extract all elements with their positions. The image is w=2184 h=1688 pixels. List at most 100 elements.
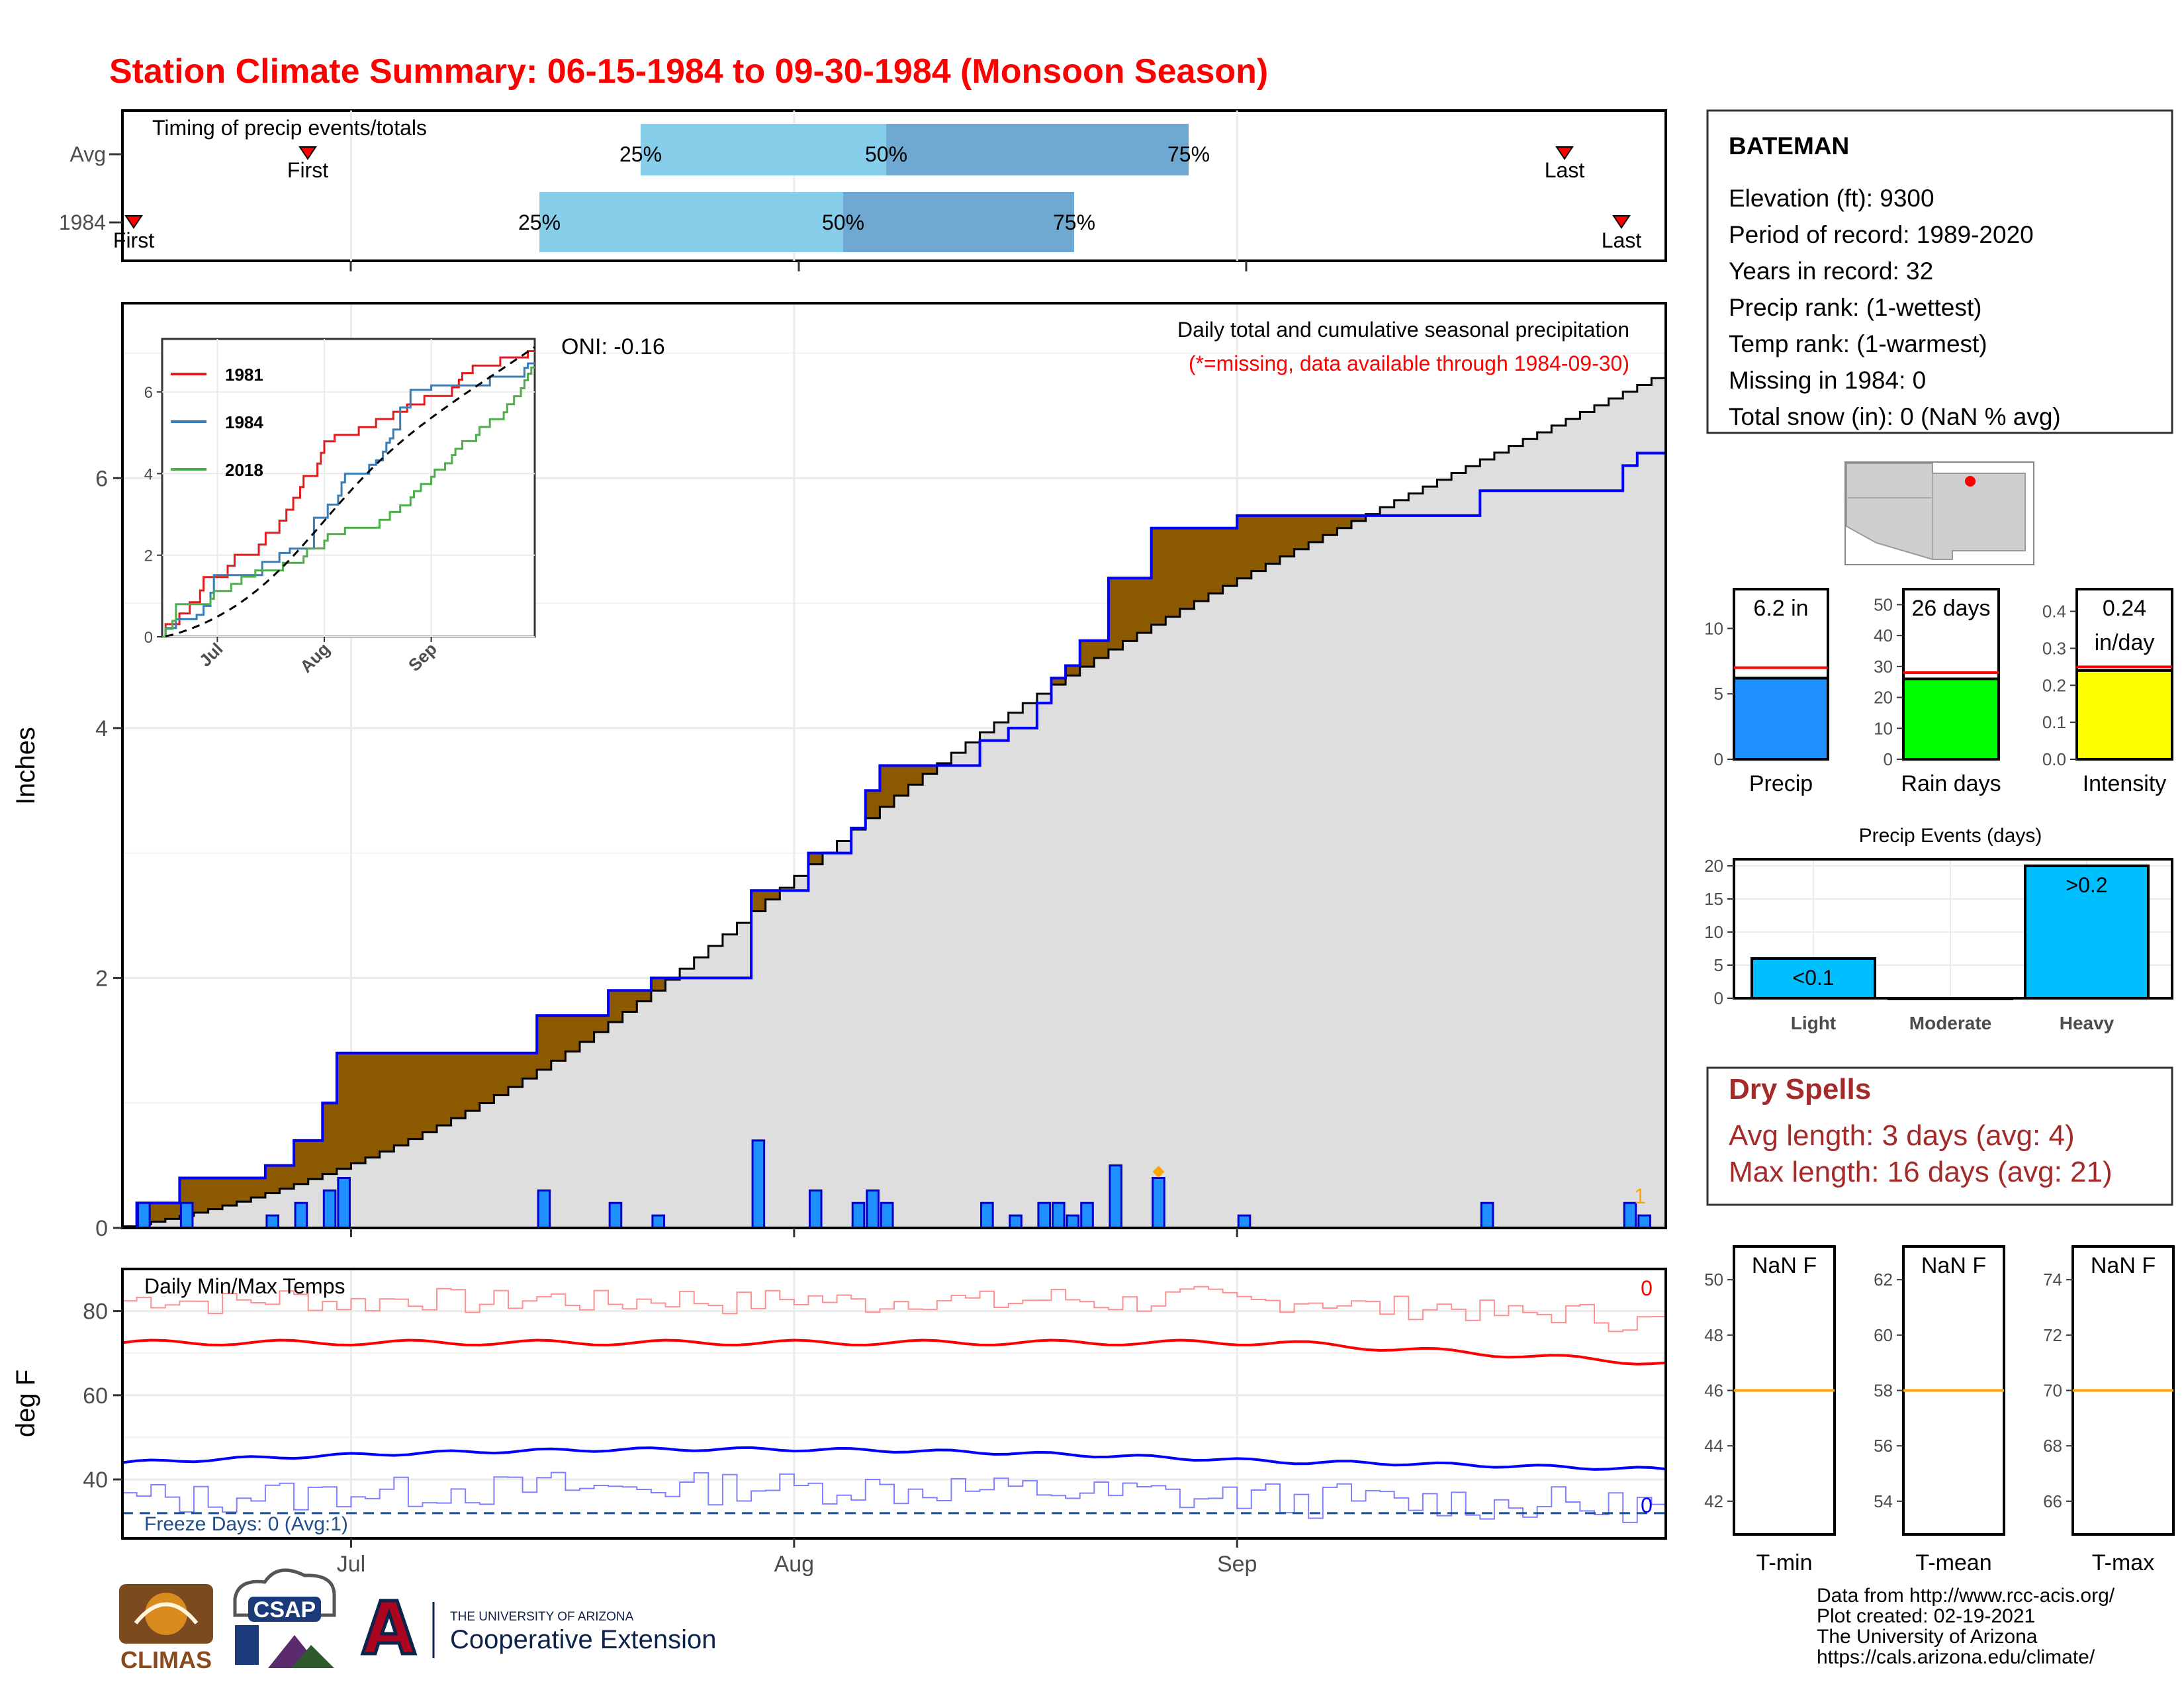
temp-summary-y-tick-label: 66 — [2043, 1491, 2062, 1511]
total-panel-label: Rain days — [1901, 771, 2001, 796]
temp-summary-label: T-min — [1756, 1550, 1813, 1575]
y-tick-label: 0 — [95, 1216, 108, 1241]
event-y-tick-label: 5 — [1714, 955, 1723, 975]
total-y-tick-label: 0.2 — [2042, 675, 2066, 695]
inset-series-1984 — [162, 362, 535, 638]
temp-summary-label: T-mean — [1915, 1550, 1991, 1575]
precip-events-title: Precip Events (days) — [1859, 825, 2042, 847]
dry-spells-max: Max length: 16 days (avg: 21) — [1729, 1156, 2113, 1188]
inset-legend-1981: 1981 — [225, 365, 263, 385]
inset-y-tick-label: 4 — [144, 465, 153, 483]
total-y-tick-label: 20 — [1874, 688, 1893, 708]
daily-min-temp-line — [122, 1472, 1666, 1523]
y1984-q75-label: 75% — [1053, 211, 1095, 234]
ua-logo: THE UNIVERSITY OF ARIZONA Cooperative Ex… — [360, 1599, 716, 1658]
daily-precip-bar — [651, 1214, 666, 1229]
avg-first-marker — [298, 146, 317, 160]
inset-series-2018 — [162, 366, 535, 638]
x-tick-label: Jul — [337, 1552, 365, 1577]
total-panel-precip: 6.2 in 0 5 10 Precip — [1704, 588, 1829, 796]
daily-precip-bar — [337, 1176, 351, 1229]
inset-legend-1984: 1984 — [225, 412, 263, 432]
daily-precip-bar — [1109, 1164, 1122, 1229]
temp-summary-y-tick-label: 54 — [1874, 1491, 1893, 1511]
event-y-tick-label: 15 — [1704, 889, 1723, 909]
daily-precip-bar — [1480, 1201, 1494, 1229]
daily-precip-bar — [980, 1201, 994, 1229]
daily-precip-bar — [137, 1201, 151, 1229]
station-location-marker — [1965, 476, 1976, 487]
y1984-row-label: 1984 — [59, 211, 106, 234]
daily-precip-bar — [1066, 1214, 1080, 1229]
y1984-last-marker — [1612, 215, 1631, 229]
y1984-first-label: First — [113, 228, 154, 252]
total-value-label: 26 days — [1911, 596, 1990, 621]
total-y-tick-label: 30 — [1874, 657, 1893, 677]
temps-ylabel: deg F — [11, 1370, 40, 1437]
timing-panel: Timing of precip events/totals Avg 1984 … — [59, 109, 1667, 271]
station-name: BATEMAN — [1729, 132, 1849, 160]
footer-credits: Data from http://www.rcc-acis.org/ Plot … — [1817, 1585, 2115, 1668]
precip-annotation-title: Daily total and cumulative seasonal prec… — [1177, 318, 1629, 342]
inset-average-line — [165, 346, 535, 637]
missing-day-marker — [1152, 1166, 1165, 1178]
total-panel-rain-days: 26 days 0 10 20 30 40 50 Rain days — [1874, 588, 2001, 796]
temp-summary-y-tick-label: 60 — [1874, 1325, 1893, 1345]
timing-title: Timing of precip events/totals — [152, 116, 427, 140]
event-y-tick-label: 0 — [1714, 988, 1723, 1008]
avg-q50-label: 50% — [865, 142, 907, 166]
csap-logo: CSAP — [233, 1568, 336, 1668]
temp-summary-y-tick-label: 62 — [1874, 1270, 1893, 1289]
average-cumulative-line — [122, 377, 1666, 1228]
max-count-label: 0 — [1641, 1276, 1653, 1300]
station-temp-rank: Temp rank: (1-warmest) — [1729, 330, 1987, 357]
temp-y-tick-label: 40 — [83, 1468, 108, 1493]
inset-y-tick-label: 6 — [144, 384, 153, 402]
temp-y-tick-label: 80 — [83, 1299, 108, 1325]
total-panel-label: Precip — [1749, 771, 1813, 796]
daily-precip-bar — [1152, 1176, 1165, 1229]
cumulative-1984-line — [122, 451, 1666, 1229]
event-category-label: Heavy — [2060, 1013, 2115, 1033]
y-tick-label: 6 — [95, 466, 108, 491]
total-y-tick-label: 0.3 — [2042, 638, 2066, 658]
daily-precip-bar — [1052, 1201, 1066, 1229]
avg-q50-q75-bar — [886, 124, 1189, 175]
precip-ylabel: Inches — [11, 727, 40, 805]
avg-row-label: Avg — [69, 142, 106, 166]
daily-precip-bar — [1037, 1201, 1052, 1229]
total-y-tick-label: 50 — [1874, 594, 1893, 614]
total-value-label: 0.24 — [2103, 596, 2146, 621]
temp-summary-y-tick-label: 42 — [1704, 1491, 1723, 1511]
inset-series-1981 — [162, 350, 535, 638]
temp-summary-y-tick-label: 70 — [2043, 1381, 2062, 1401]
y1984-q50-label: 50% — [822, 211, 864, 234]
event-bar-light — [1751, 957, 1876, 1000]
daily-precip-bar — [1080, 1201, 1094, 1229]
footer-line-url: https://cals.arizona.edu/climate/ — [1817, 1646, 2095, 1668]
daily-precip-bar — [294, 1201, 308, 1229]
daily-precip-bar — [265, 1214, 280, 1229]
event-bar-label: >0.2 — [2066, 873, 2107, 897]
footer-line-univ: The University of Arizona — [1817, 1626, 2038, 1648]
temp-summary-y-tick-label: 72 — [2043, 1325, 2062, 1345]
event-bar-label: <0.1 — [1792, 966, 1834, 990]
daily-precip-bar — [1009, 1214, 1023, 1229]
temp-summary-value: NaN F — [2091, 1253, 2156, 1278]
temp-summary-y-tick-label: 48 — [1704, 1325, 1723, 1345]
total-bar — [1902, 677, 2000, 761]
locator-map — [1844, 461, 2034, 565]
dry-spells-avg: Avg length: 3 days (avg: 4) — [1729, 1119, 2075, 1152]
avg-last-label: Last — [1545, 158, 1585, 182]
dry-spells-title: Dry Spells — [1729, 1073, 1871, 1105]
inset-y-tick-label: 0 — [144, 629, 153, 647]
station-years: Years in record: 32 — [1729, 258, 1933, 285]
y-tick-label: 2 — [95, 966, 108, 991]
total-y-tick-label: 0.4 — [2042, 602, 2066, 622]
station-period: Period of record: 1989-2020 — [1729, 221, 2034, 248]
page-title: Station Climate Summary: 06-15-1984 to 0… — [109, 52, 1268, 91]
total-y-tick-label: 5 — [1714, 684, 1723, 704]
inset-y-tick-label: 2 — [144, 547, 153, 565]
event-y-tick-label: 20 — [1704, 856, 1723, 876]
y1984-first-marker — [124, 215, 143, 229]
